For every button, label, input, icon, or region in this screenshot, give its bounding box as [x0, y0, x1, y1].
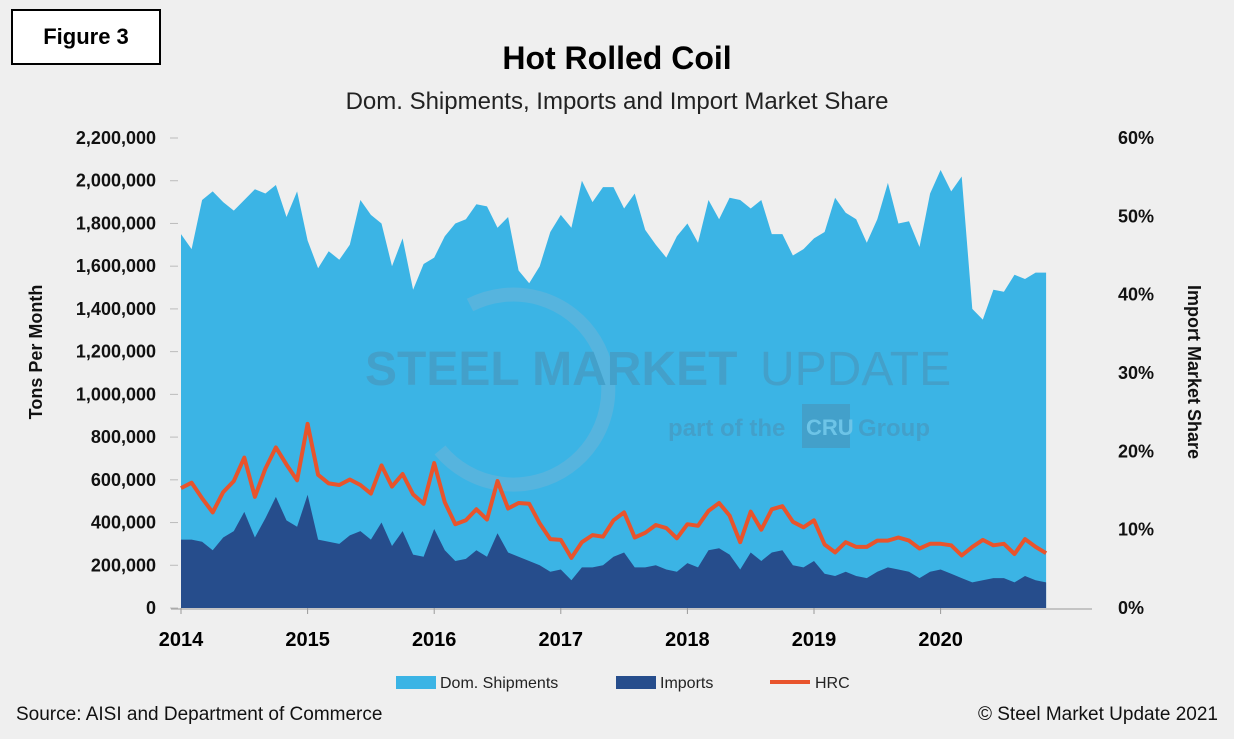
y-tick-label: 800,000	[91, 427, 156, 447]
legend-label-hrc: HRC	[815, 675, 850, 692]
series-area-dom-shipments	[181, 170, 1047, 608]
watermark-main-bold: STEEL MARKET	[365, 343, 737, 396]
figure-label: Figure 3	[11, 9, 161, 65]
series-line-hrc	[180, 421, 1048, 560]
x-tick-label: 2015	[285, 629, 330, 651]
y2-tick-label: 20%	[1118, 441, 1154, 461]
plot-area	[181, 170, 1047, 608]
hrc-line-layer	[180, 421, 1048, 560]
x-tick-label: 2020	[918, 629, 963, 651]
legend-label-dom-shipments: Dom. Shipments	[440, 675, 558, 692]
y2-tick-label: 0%	[1118, 598, 1144, 618]
y-tick-label: 600,000	[91, 470, 156, 490]
y2-tick-label: 30%	[1118, 363, 1154, 383]
y-tick-label: 1,000,000	[76, 384, 156, 404]
y2-axis-title: Import Market Share	[1184, 285, 1204, 459]
x-tick-label: 2019	[792, 629, 837, 651]
chart-title: Hot Rolled Coil	[502, 40, 732, 76]
legend-swatch-dom-shipments	[396, 676, 436, 689]
y2-tick-label: 40%	[1118, 285, 1154, 305]
y-tick-label: 400,000	[91, 513, 156, 533]
y-tick-label: 1,600,000	[76, 256, 156, 276]
axes: 0 200,000 400,000 600,000 800,000 1,000,000 1,…	[76, 128, 1154, 651]
y-tick-label: 1,200,000	[76, 342, 156, 362]
y2-tick-label: 10%	[1118, 520, 1154, 540]
x-tick-label: 2014	[159, 629, 204, 651]
y-tick-label: 0	[146, 598, 156, 618]
x-tick-label: 2017	[539, 629, 584, 651]
y-tick-label: 2,000,000	[76, 171, 156, 191]
y2-tick-label: 60%	[1118, 128, 1154, 148]
x-tick-label: 2018	[665, 629, 710, 651]
watermark-sub-left: part of the	[668, 415, 785, 442]
y-tick-label: 2,200,000	[76, 128, 156, 148]
chart-subtitle: Dom. Shipments, Imports and Import Marke…	[345, 88, 889, 115]
watermark-sub-right: Group	[858, 415, 930, 442]
legend: Dom. Shipments Imports HRC	[396, 675, 850, 692]
x-tick-label: 2016	[412, 629, 457, 651]
y-tick-label: 200,000	[91, 555, 156, 575]
watermark-main-light: UPDATE	[760, 343, 951, 396]
y-axis-title: Tons Per Month	[26, 285, 46, 420]
y-tick-label: 1,400,000	[76, 299, 156, 319]
y-tick-label: 1,800,000	[76, 213, 156, 233]
watermark-badge-box	[802, 404, 850, 448]
copyright-note: © Steel Market Update 2021	[977, 704, 1218, 725]
y2-tick-label: 50%	[1118, 206, 1154, 226]
watermark-badge: CRU	[806, 415, 854, 440]
legend-swatch-imports	[616, 676, 656, 689]
source-note: Source: AISI and Department of Commerce	[16, 704, 383, 725]
series-area-imports	[181, 494, 1047, 608]
legend-label-imports: Imports	[660, 675, 713, 692]
